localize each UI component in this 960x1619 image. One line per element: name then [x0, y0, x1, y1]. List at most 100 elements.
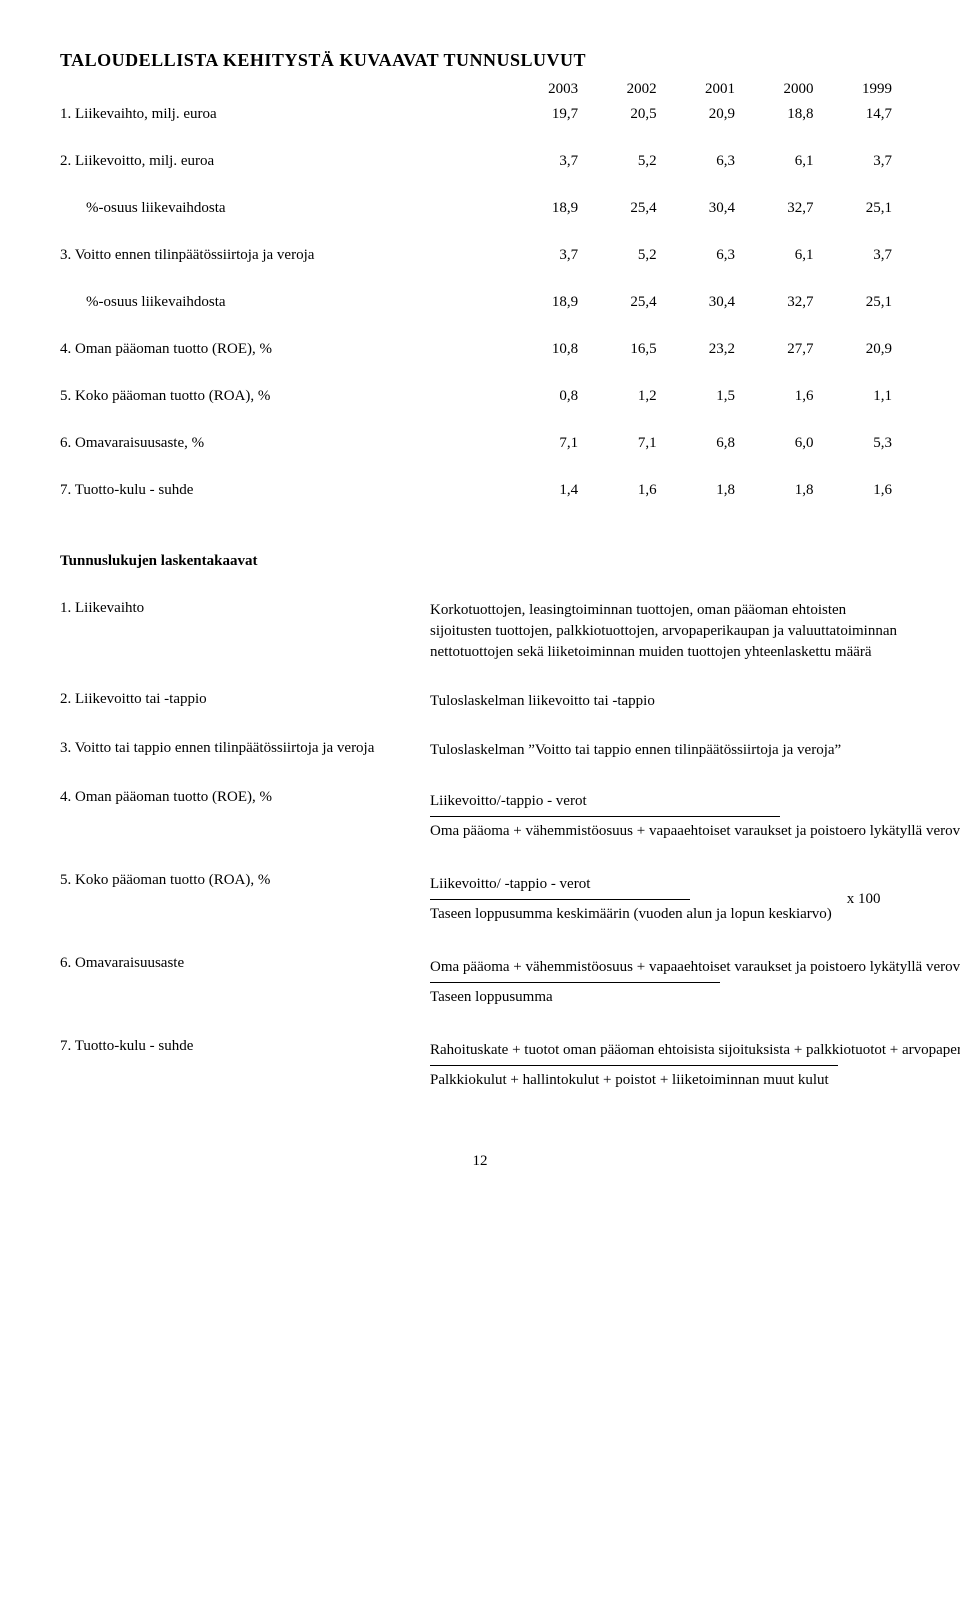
cell-value: 1,6	[822, 478, 900, 503]
definition-value: Tuloslaskelman liikevoitto tai -tappio	[430, 691, 900, 712]
spacer-row	[60, 268, 900, 290]
cell-value: 5,2	[586, 149, 664, 174]
cell-value: 16,5	[586, 337, 664, 362]
table-row: 3. Voitto ennen tilinpäätössiirtoja ja v…	[60, 243, 900, 268]
spacer-row	[60, 362, 900, 384]
cell-value: 5,2	[586, 243, 664, 268]
definition-value: Liikevoitto/ -tappio - verot Taseen loppu…	[430, 872, 900, 927]
definition-row: 3. Voitto tai tappio ennen tilinpäätössi…	[60, 740, 900, 761]
row-label: 4. Oman pääoman tuotto (ROE), %	[60, 337, 508, 362]
cell-value: 23,2	[665, 337, 743, 362]
fraction-numerator: Liikevoitto/ -tappio - verot	[430, 872, 832, 897]
cell-value: 3,7	[508, 149, 586, 174]
cell-value: 6,8	[665, 431, 743, 456]
cell-value: 30,4	[665, 196, 743, 221]
cell-value: 18,9	[508, 196, 586, 221]
fraction-denominator: Taseen loppusumma	[430, 985, 960, 1010]
spacer-row	[60, 456, 900, 478]
fraction-numerator: Rahoituskate + tuotot oman pääoman ehtoi…	[430, 1038, 960, 1063]
row-sublabel: %-osuus liikevaihdosta	[60, 290, 508, 315]
cell-value: 20,9	[822, 337, 900, 362]
cell-value: 32,7	[743, 196, 821, 221]
cell-value: 0,8	[508, 384, 586, 409]
definition-value: Rahoituskate + tuotot oman pääoman ehtoi…	[430, 1038, 900, 1093]
row-label: 5. Koko pääoman tuotto (ROA), %	[60, 384, 508, 409]
cell-value: 1,8	[665, 478, 743, 503]
definition-label: 1. Liikevaihto	[60, 600, 430, 617]
row-label: 2. Liikevoitto, milj. euroa	[60, 149, 508, 174]
cell-value: 18,9	[508, 290, 586, 315]
definition-row: 4. Oman pääoman tuotto (ROE), %Liikevoit…	[60, 789, 900, 844]
table-row: 4. Oman pääoman tuotto (ROE), %10,816,52…	[60, 337, 900, 362]
fraction-numerator: Liikevoitto/-tappio - verot	[430, 789, 960, 814]
fraction-line	[430, 982, 720, 983]
definition-label: 7. Tuotto-kulu - suhde	[60, 1038, 430, 1055]
fraction-multiplier: x 100	[832, 889, 881, 910]
year-header: 2002	[586, 77, 664, 102]
cell-value: 6,0	[743, 431, 821, 456]
row-label: 1. Liikevaihto, milj. euroa	[60, 102, 508, 127]
fraction-line	[430, 816, 780, 817]
year-header: 1999	[822, 77, 900, 102]
fraction-denominator: Oma pääoma + vähemmistöosuus + vapaaehto…	[430, 819, 960, 844]
cell-value: 3,7	[508, 243, 586, 268]
cell-value: 10,8	[508, 337, 586, 362]
definition-row: 6. OmavaraisuusasteOma pääoma + vähemmis…	[60, 955, 900, 1010]
cell-value: 3,7	[822, 243, 900, 268]
definition-label: 3. Voitto tai tappio ennen tilinpäätössi…	[60, 740, 430, 757]
definition-row: 2. Liikevoitto tai -tappioTuloslaskelman…	[60, 691, 900, 712]
table-row: 1. Liikevaihto, milj. euroa19,720,520,91…	[60, 102, 900, 127]
table-row: %-osuus liikevaihdosta18,925,430,432,725…	[60, 196, 900, 221]
definition-label: 2. Liikevoitto tai -tappio	[60, 691, 430, 708]
row-label: 3. Voitto ennen tilinpäätössiirtoja ja v…	[60, 243, 508, 268]
cell-value: 30,4	[665, 290, 743, 315]
kpi-table: 20032002200120001999 1. Liikevaihto, mil…	[60, 77, 900, 503]
cell-value: 7,1	[586, 431, 664, 456]
cell-value: 32,7	[743, 290, 821, 315]
cell-value: 1,1	[822, 384, 900, 409]
spacer-row	[60, 174, 900, 196]
cell-value: 1,4	[508, 478, 586, 503]
definition-label: 5. Koko pääoman tuotto (ROA), %	[60, 872, 430, 889]
cell-value: 25,4	[586, 196, 664, 221]
cell-value: 3,7	[822, 149, 900, 174]
definition-value: Tuloslaskelman ”Voitto tai tappio ennen …	[430, 740, 900, 761]
cell-value: 1,6	[586, 478, 664, 503]
cell-value: 25,4	[586, 290, 664, 315]
fraction-denominator: Palkkiokulut + hallintokulut + poistot +…	[430, 1068, 960, 1093]
cell-value: 6,3	[665, 243, 743, 268]
cell-value: 7,1	[508, 431, 586, 456]
table-row: 6. Omavaraisuusaste, %7,17,16,86,05,3	[60, 431, 900, 456]
cell-value: 1,8	[743, 478, 821, 503]
cell-value: 27,7	[743, 337, 821, 362]
definition-row: 7. Tuotto-kulu - suhdeRahoituskate + tuo…	[60, 1038, 900, 1093]
definition-value: Oma pääoma + vähemmistöosuus + vapaaehto…	[430, 955, 900, 1010]
fraction-denominator: Taseen loppusumma keskimäärin (vuoden al…	[430, 902, 832, 927]
cell-value: 1,6	[743, 384, 821, 409]
definition-row: 1. LiikevaihtoKorkotuottojen, leasingtoi…	[60, 600, 900, 663]
cell-value: 6,1	[743, 149, 821, 174]
table-row: 2. Liikevoitto, milj. euroa3,75,26,36,13…	[60, 149, 900, 174]
cell-value: 25,1	[822, 290, 900, 315]
row-sublabel: %-osuus liikevaihdosta	[60, 196, 508, 221]
cell-value: 1,2	[586, 384, 664, 409]
cell-value: 5,3	[822, 431, 900, 456]
cell-value: 18,8	[743, 102, 821, 127]
year-header: 2001	[665, 77, 743, 102]
definition-value: Korkotuottojen, leasingtoiminnan tuottoj…	[430, 600, 900, 663]
definition-value: Liikevoitto/-tappio - verotOma pääoma + …	[430, 789, 900, 844]
cell-value: 6,3	[665, 149, 743, 174]
spacer-row	[60, 315, 900, 337]
cell-value: 25,1	[822, 196, 900, 221]
cell-value: 19,7	[508, 102, 586, 127]
spacer-row	[60, 409, 900, 431]
fraction-line	[430, 899, 690, 900]
spacer-row	[60, 127, 900, 149]
definition-label: 4. Oman pääoman tuotto (ROE), %	[60, 789, 430, 806]
cell-value: 1,5	[665, 384, 743, 409]
row-label: 6. Omavaraisuusaste, %	[60, 431, 508, 456]
cell-value: 14,7	[822, 102, 900, 127]
table-row: 7. Tuotto-kulu - suhde1,41,61,81,81,6	[60, 478, 900, 503]
cell-value: 6,1	[743, 243, 821, 268]
table-row: 5. Koko pääoman tuotto (ROA), %0,81,21,5…	[60, 384, 900, 409]
